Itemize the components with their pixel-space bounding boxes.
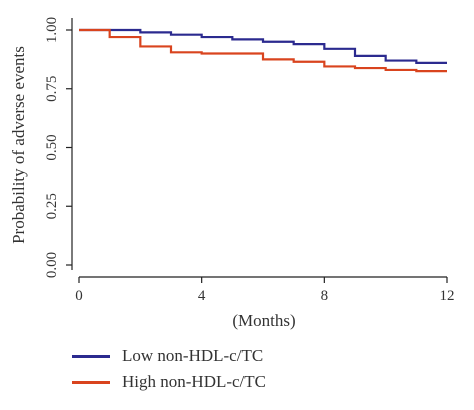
series-low-line: [79, 28, 447, 64]
x-tick-label: 12: [440, 288, 455, 304]
axes: [71, 18, 447, 278]
legend-swatch-low: [72, 354, 110, 358]
legend-label-high: High non-HDL-c/TC: [122, 372, 267, 391]
x-tick-label: 8: [321, 288, 329, 304]
survival-chart: 0.00 0.25 0.50 0.75 1.00 0 4 8 12 Probability of…: [9, 17, 455, 330]
y-tick-label: 0.75: [44, 76, 60, 102]
y-tick-label: 0.25: [44, 193, 60, 219]
series-lines: [79, 28, 447, 73]
x-tick-label: 0: [75, 288, 83, 304]
legend-item-high: High non-HDL-c/TC: [72, 368, 432, 396]
series-high-line: [79, 28, 447, 73]
x-tick-label: 4: [198, 288, 206, 304]
y-axis-label: Probability of adverse events: [9, 46, 28, 244]
legend-swatch-high: [72, 380, 110, 384]
legend-label-low: Low non-HDL-c/TC: [122, 346, 264, 365]
legend-item-low: Low non-HDL-c/TC: [72, 342, 432, 370]
y-tick-label: 0.00: [44, 252, 60, 278]
ticks: 0.00 0.25 0.50 0.75 1.00 0 4 8 12: [44, 17, 455, 304]
y-tick-label: 1.00: [44, 17, 60, 43]
x-axis-label: (Months): [232, 311, 295, 330]
y-tick-label: 0.50: [44, 134, 60, 160]
